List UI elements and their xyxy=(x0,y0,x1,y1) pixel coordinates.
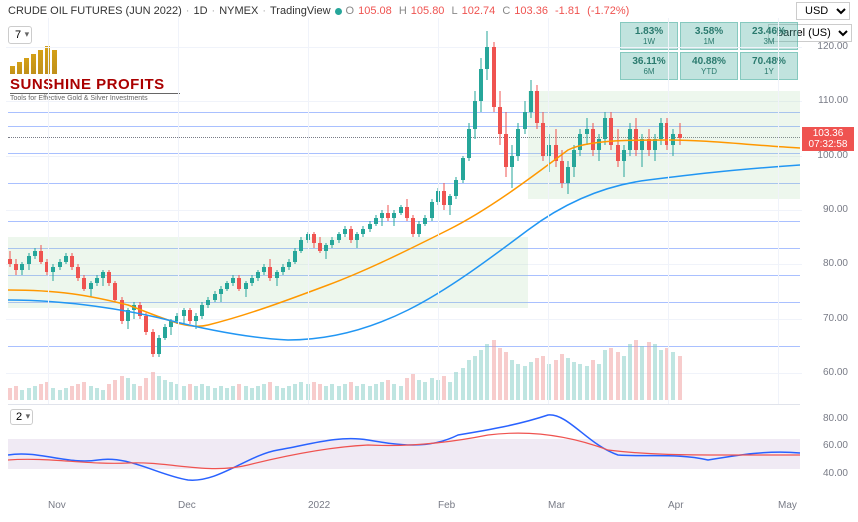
rsi-y-axis: 40.0060.0080.00 xyxy=(802,405,852,500)
chart-header: CRUDE OIL FUTURES (JUN 2022) · 1D · NYME… xyxy=(0,0,858,22)
ohlc-readout: O105.08 H105.80 L102.74 C103.36 -1.81 (-… xyxy=(346,5,634,17)
source: TradingView xyxy=(270,5,331,17)
status-dot xyxy=(335,8,342,15)
symbol-title: CRUDE OIL FUTURES (JUN 2022) xyxy=(8,5,182,17)
currency-select[interactable]: USD xyxy=(796,2,850,20)
y-axis: 60.0070.0080.0090.00100.00110.00120.00 xyxy=(802,20,852,400)
sep: · xyxy=(186,5,190,17)
price-chart[interactable]: 60.0070.0080.0090.00100.00110.00120.00 1… xyxy=(8,20,800,400)
exchange: NYMEX xyxy=(219,5,258,17)
rsi-dropdown[interactable]: 2 xyxy=(10,409,33,425)
rsi-panel[interactable]: 2 40.0060.0080.00 xyxy=(8,404,800,500)
interval: 1D xyxy=(193,5,207,17)
